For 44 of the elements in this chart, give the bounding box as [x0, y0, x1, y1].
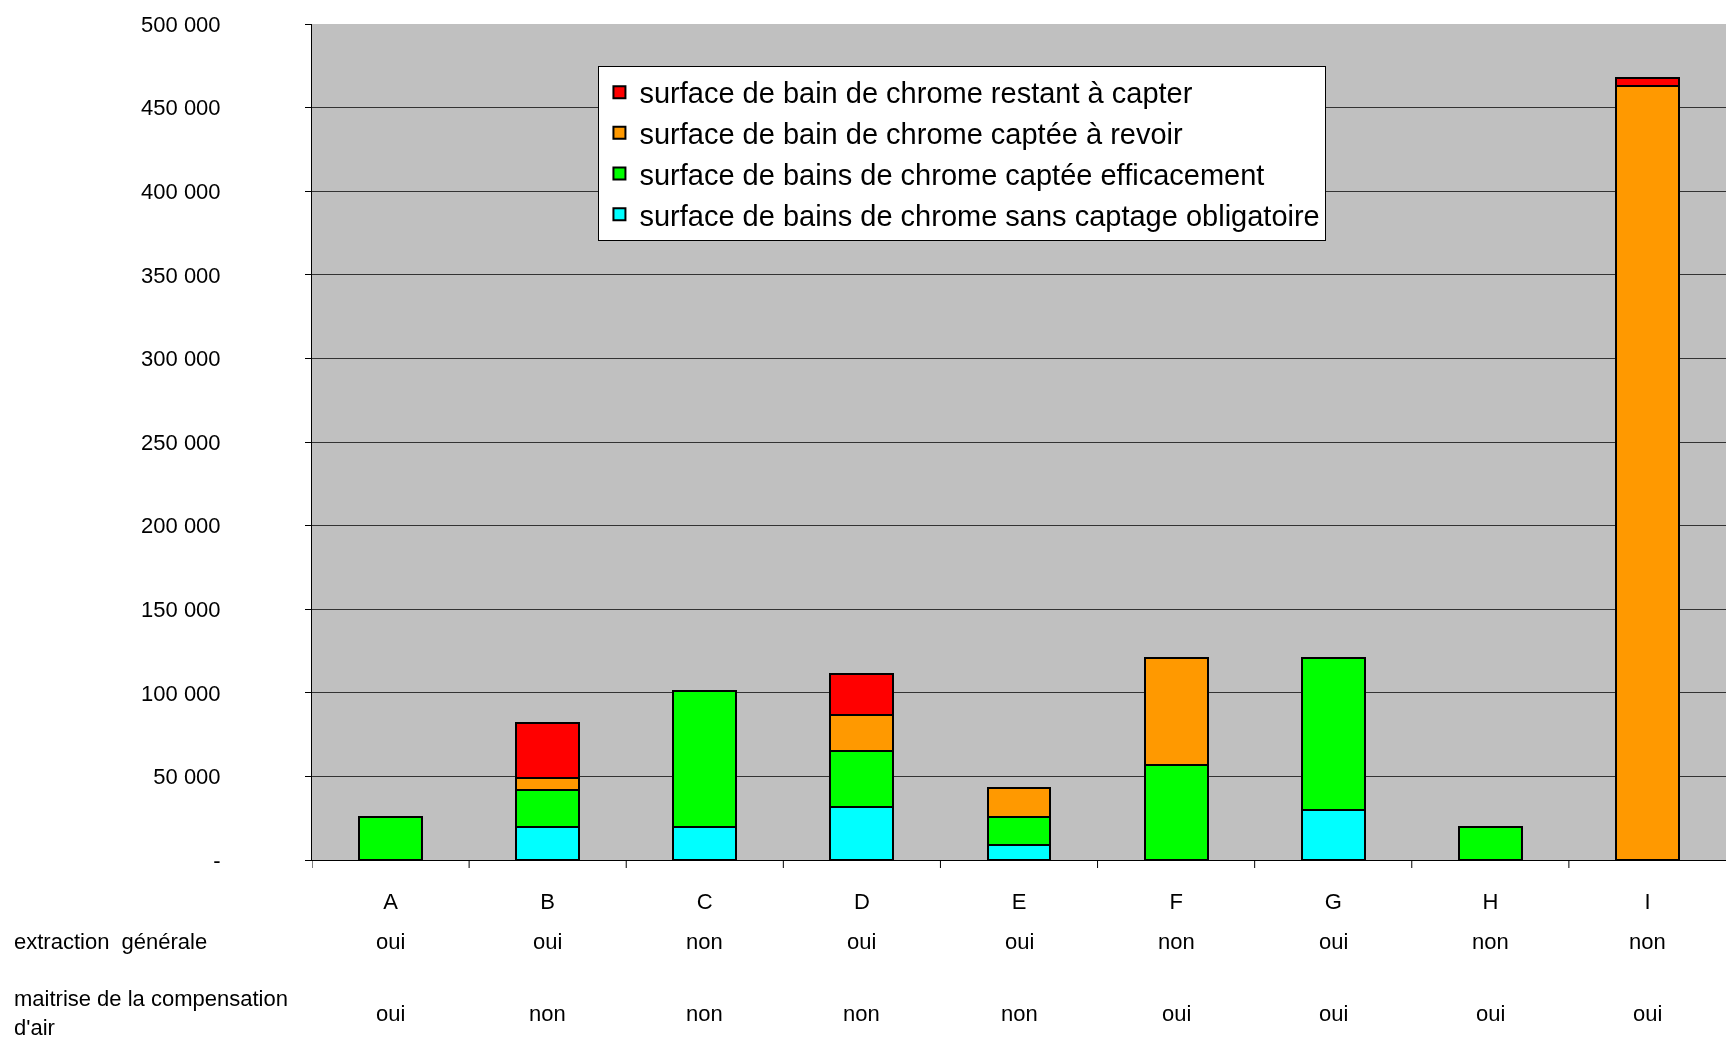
text: non	[1472, 929, 1509, 954]
y-tick-label: 250 000	[141, 429, 221, 455]
text: non	[1001, 1001, 1038, 1026]
x-tick-label: A	[383, 889, 399, 915]
x-tick-label: E	[1011, 889, 1027, 915]
y-tick-label: 50 000	[153, 764, 221, 790]
x-tick-label: I	[1644, 889, 1651, 915]
text: non	[686, 1001, 723, 1026]
x-tick-label: B	[540, 889, 556, 915]
y-tick-label: 400 000	[141, 178, 221, 204]
text: maitrise de la compensation d'air	[14, 986, 288, 1040]
y-tick-label: 500 000	[141, 11, 221, 37]
text: oui	[1319, 929, 1349, 954]
text: non	[1158, 929, 1195, 954]
x-tick-label: H	[1482, 889, 1499, 915]
legend-label: surface de bains de chrome captée efficacement	[639, 158, 1265, 191]
legend-label: surface de bain de chrome restant à capter	[639, 77, 1193, 110]
y-tick-label: 350 000	[141, 262, 221, 288]
y-tick-label: 150 000	[141, 596, 221, 622]
text: oui	[1162, 1001, 1192, 1026]
text: oui	[376, 1001, 406, 1026]
text: oui	[1005, 929, 1035, 954]
legend-label: surface de bains de chrome sans captage obligatoire	[639, 199, 1320, 232]
text: oui	[533, 929, 563, 954]
x-tick-label: G	[1324, 889, 1342, 915]
y-tick-label: 300 000	[141, 346, 221, 372]
text: oui	[376, 929, 406, 954]
x-tick-label: F	[1169, 889, 1183, 915]
x-tick-label: D	[853, 889, 870, 915]
x-tick-label: C	[696, 889, 713, 915]
y-tick-label: -	[213, 847, 221, 873]
y-tick-label: 450 000	[141, 95, 221, 121]
text: non	[686, 929, 723, 954]
text: extraction générale	[14, 929, 208, 954]
text: oui	[1633, 1001, 1663, 1026]
legend-label: surface de bain de chrome captée à revoir	[639, 118, 1184, 151]
y-tick-label: 200 000	[141, 513, 221, 539]
text: oui	[1319, 1001, 1349, 1026]
text: oui	[847, 929, 877, 954]
text: non	[843, 1001, 880, 1026]
text: non	[1629, 929, 1666, 954]
y-tick-label: 100 000	[141, 680, 221, 706]
text: oui	[1476, 1001, 1506, 1026]
text: non	[529, 1001, 566, 1026]
